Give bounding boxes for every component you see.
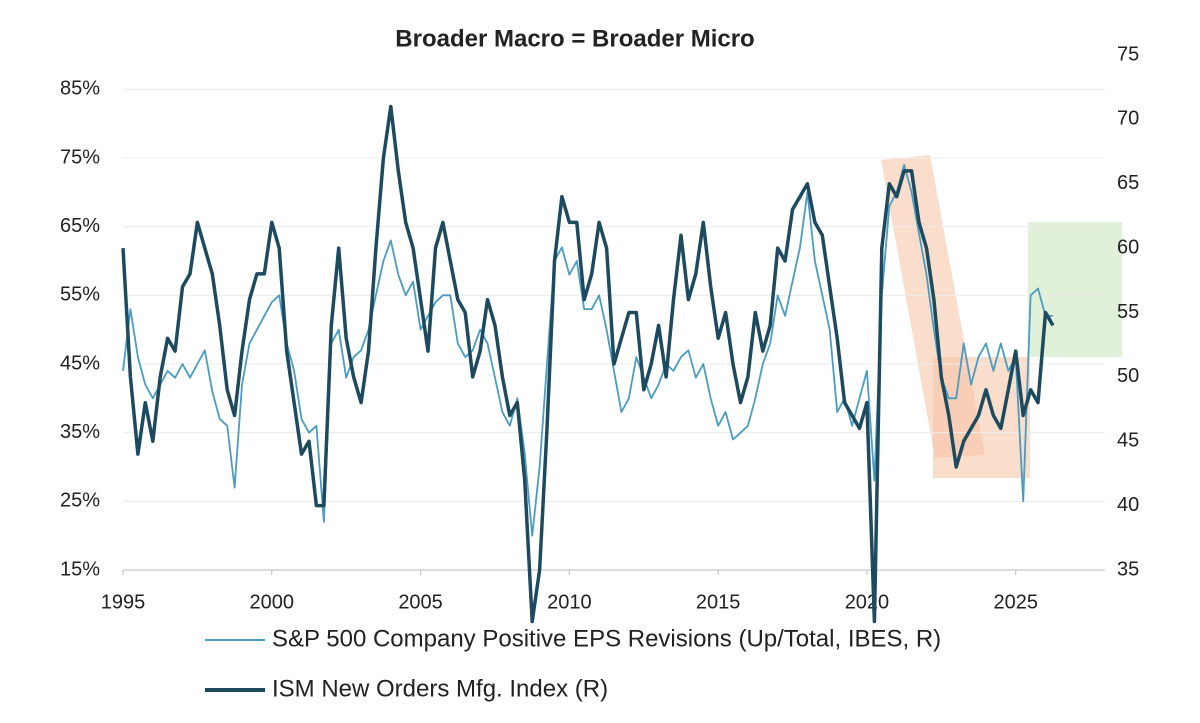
y2-tick-label: 55	[1117, 301, 1139, 323]
y2-tick-label: 45	[1117, 430, 1139, 452]
x-tick-label: 2025	[993, 591, 1038, 613]
x-tick-label: 2015	[696, 591, 741, 613]
legend-label: ISM New Orders Mfg. Index (R)	[272, 675, 608, 702]
x-tick-label: 2020	[845, 591, 890, 613]
y-tick-label: 35%	[60, 421, 100, 443]
y2-tick-label: 65	[1117, 172, 1139, 194]
legend: S&P 500 Company Positive EPS Revisions (…	[205, 625, 941, 702]
y-tick-label: 45%	[60, 352, 100, 374]
x-tick-label: 1995	[101, 591, 146, 613]
x-tick-label: 2000	[250, 591, 295, 613]
x-tick-label: 2010	[547, 591, 592, 613]
y-tick-label: 25%	[60, 490, 100, 512]
x-tick-label: 2005	[398, 591, 443, 613]
y-tick-label: 55%	[60, 284, 100, 306]
y2-tick-label: 35	[1117, 558, 1139, 580]
legend-label: S&P 500 Company Positive EPS Revisions (…	[272, 625, 941, 652]
y-tick-label: 65%	[60, 215, 100, 237]
chart-title: Broader Macro = Broader Micro	[395, 25, 754, 52]
y2-tick-label: 40	[1117, 494, 1139, 516]
y2-tick-label: 50	[1117, 365, 1139, 387]
y2-tick-label: 75	[1117, 43, 1139, 65]
y2-tick-label: 60	[1117, 236, 1139, 258]
series-line	[121, 104, 1055, 624]
y2-tick-label: 70	[1117, 108, 1139, 130]
y-tick-label: 85%	[60, 78, 100, 100]
y-tick-label: 75%	[60, 146, 100, 168]
y-tick-label: 15%	[60, 558, 100, 580]
